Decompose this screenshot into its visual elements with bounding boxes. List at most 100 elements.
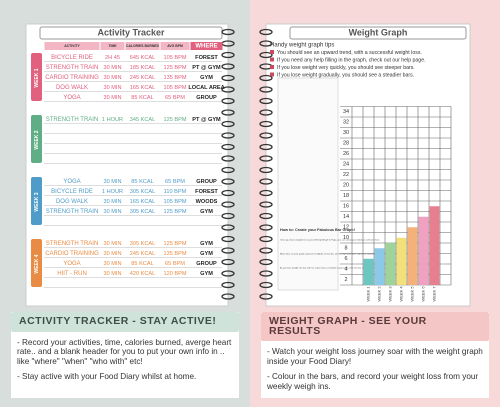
y-label: 12 bbox=[343, 225, 349, 231]
cell: 85 KCAL bbox=[131, 179, 153, 185]
cell: 30 MIN bbox=[103, 271, 121, 277]
cell: STRENGTH TRAIN bbox=[46, 117, 99, 123]
y-label: 6 bbox=[344, 256, 347, 262]
caption-title: ACTIVITY TRACKER - STAY ACTIVE! bbox=[11, 312, 239, 332]
x-label: WEEK 7 bbox=[432, 286, 437, 302]
bar bbox=[407, 227, 418, 285]
cell: GYM bbox=[200, 241, 213, 247]
cell: 645 KCAL bbox=[130, 55, 156, 61]
graph-title-box bbox=[289, 26, 467, 40]
x-label: WEEK 4 bbox=[399, 286, 404, 302]
coil bbox=[259, 293, 273, 300]
cell: PT @ GYM bbox=[192, 65, 221, 71]
week-tab bbox=[31, 239, 42, 287]
cell: 65 BPM bbox=[165, 95, 185, 101]
y-label: 20 bbox=[343, 183, 349, 189]
cell: 105 BPM bbox=[163, 85, 186, 91]
y-label: 18 bbox=[343, 193, 349, 199]
cell: 125 BPM bbox=[163, 65, 186, 71]
week-label: WEEK 1 bbox=[34, 68, 40, 87]
y-label: 30 bbox=[343, 130, 349, 136]
header-label: TIME bbox=[108, 44, 117, 48]
cell: 120 BPM bbox=[163, 271, 186, 277]
cell: 135 BPM bbox=[163, 75, 186, 81]
cell: 345 KCAL bbox=[130, 117, 156, 123]
y-label: 34 bbox=[343, 109, 349, 115]
cell: GYM bbox=[200, 209, 213, 215]
week-label: WEEK 4 bbox=[34, 254, 40, 273]
bar bbox=[374, 248, 385, 285]
coil bbox=[259, 258, 273, 266]
coil bbox=[221, 86, 235, 93]
cell: STRENGTH TRAIN bbox=[46, 241, 99, 247]
cell: 2H 45 bbox=[105, 55, 120, 61]
y-label: 2 bbox=[344, 277, 347, 283]
tip: If you lose weight very quickly, you sho… bbox=[277, 65, 415, 71]
cell: DOG WALK bbox=[56, 199, 88, 205]
coil bbox=[221, 212, 235, 220]
howto-point: As you lose weight, the bar will rise. I… bbox=[280, 267, 392, 270]
cell: 30 MIN bbox=[103, 75, 121, 81]
caption-point: - Record your activities, time, calories… bbox=[17, 337, 232, 366]
coil bbox=[259, 212, 273, 220]
cell: 125 BPM bbox=[163, 241, 186, 247]
y-label: 26 bbox=[343, 151, 349, 157]
coil bbox=[221, 109, 235, 116]
x-label: WEEK 2 bbox=[377, 286, 382, 302]
cell: CARDIO TRAINING bbox=[45, 251, 99, 257]
cell: 125 BPM bbox=[163, 117, 186, 123]
howto-point: Once you have weighed in on your Weekly … bbox=[280, 239, 380, 242]
coil bbox=[221, 281, 235, 289]
coil bbox=[259, 143, 273, 151]
coil bbox=[221, 74, 235, 82]
y-label: 4 bbox=[344, 267, 347, 273]
cell: 85 KCAL bbox=[131, 261, 153, 267]
cell: PT @ GYM bbox=[192, 117, 221, 123]
cell: 105 BPM bbox=[163, 55, 186, 61]
tip: If you need any help filling in the grap… bbox=[277, 57, 426, 63]
coil bbox=[259, 120, 273, 128]
coil bbox=[259, 281, 273, 289]
tip-box bbox=[270, 72, 274, 77]
coil bbox=[259, 201, 273, 208]
caption-point: - Watch your weight loss journey soar wi… bbox=[267, 347, 483, 366]
tracker-page bbox=[25, 23, 229, 307]
coil bbox=[221, 28, 235, 36]
cell: 110 BPM bbox=[164, 189, 187, 195]
cell: 165 KCAL bbox=[130, 199, 156, 205]
howto-panel bbox=[277, 77, 339, 291]
howto-point: Black lines on your graph represent mult… bbox=[280, 253, 380, 256]
coil bbox=[259, 109, 273, 116]
y-label: 32 bbox=[343, 120, 349, 126]
coil bbox=[259, 86, 273, 93]
cell: 420 KCAL bbox=[130, 271, 156, 277]
cell: 1 HOUR bbox=[102, 189, 123, 195]
bar bbox=[418, 216, 429, 285]
cell: 185 KCAL bbox=[130, 65, 156, 71]
coil bbox=[259, 51, 273, 59]
cell: 305 KCAL bbox=[130, 189, 156, 195]
coil bbox=[259, 235, 273, 243]
x-label: WEEK 3 bbox=[388, 286, 393, 302]
coil bbox=[221, 143, 235, 151]
coil bbox=[221, 293, 235, 300]
coil bbox=[259, 224, 273, 231]
coil bbox=[259, 247, 273, 254]
y-label: 8 bbox=[344, 246, 347, 252]
cell: CARDIO TRAINING bbox=[45, 75, 99, 81]
header-label: ACTIVITY bbox=[64, 44, 80, 48]
coil bbox=[221, 258, 235, 266]
y-label: 24 bbox=[343, 162, 349, 168]
cell: 65 BPM bbox=[165, 179, 185, 185]
coil bbox=[221, 224, 235, 231]
cell: 85 KCAL bbox=[131, 95, 153, 101]
y-label: 16 bbox=[343, 204, 349, 210]
y-label: 22 bbox=[343, 172, 349, 178]
coil bbox=[221, 132, 235, 139]
bar bbox=[429, 206, 440, 285]
coil bbox=[259, 97, 273, 105]
cell: 65 BPM bbox=[165, 261, 185, 267]
caption-right: WEIGHT GRAPH - SEE YOUR RESULTS - Watch y… bbox=[261, 312, 489, 398]
caption-left: ACTIVITY TRACKER - STAY ACTIVE! - Record … bbox=[11, 312, 239, 398]
